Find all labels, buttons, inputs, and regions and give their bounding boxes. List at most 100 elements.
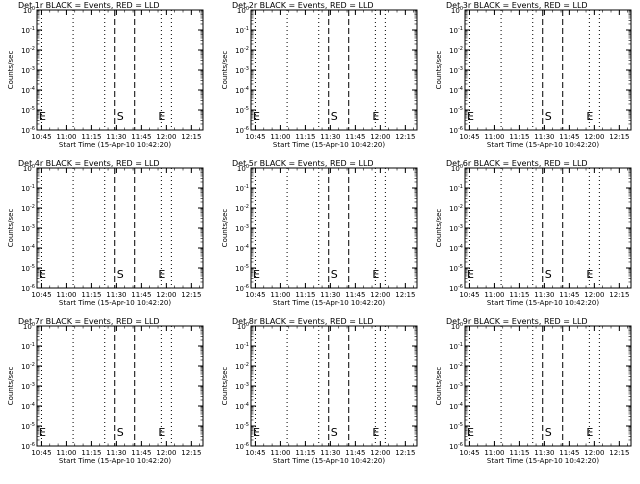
y-tick-label: 10-1 [21,342,35,351]
y-tick-label: 10-3 [21,66,35,75]
x-tick-label: 11:30 [320,291,340,299]
x-tick-label: 12:15 [181,449,201,457]
x-tick-label: 12:00 [584,291,604,299]
x-tick-label: 10:45 [31,133,51,141]
y-tick-label: 10-4 [449,402,463,411]
y-tick-label: 10-4 [449,86,463,95]
y-axis-label: Counts/sec [7,51,15,90]
y-tick-label: 10-2 [449,204,463,213]
y-tick-label: 10-4 [21,244,35,253]
y-tick-label: 10-2 [235,204,249,213]
y-tick-label: 10-3 [235,382,249,391]
y-tick-label: 100 [23,164,35,173]
x-tick-label: 11:30 [106,133,126,141]
event-marker-label: S [331,426,338,439]
y-axis-label: Counts/sec [221,367,229,406]
panel-title: Det 7r BLACK = Events, RED = LLD [18,317,160,326]
y-tick-label: 10-5 [21,106,35,115]
panel-title: Det 2r BLACK = Events, RED = LLD [232,1,374,10]
x-tick-label: 11:15 [509,449,529,457]
x-tick-label: 11:15 [509,133,529,141]
x-tick-label: 11:45 [131,449,151,457]
event-marker-label: E [253,268,260,281]
y-tick-label: 10-1 [449,184,463,193]
x-tick-label: 10:45 [245,133,265,141]
x-tick-label: 12:15 [395,133,415,141]
event-marker-label: E [372,426,379,439]
y-axis-label: Counts/sec [7,367,15,406]
x-tick-label: 12:15 [181,133,201,141]
x-tick-label: 11:00 [56,449,76,457]
y-tick-label: 100 [23,322,35,331]
y-tick-label: 100 [237,322,249,331]
x-axis-label: Start Time (15-Apr-10 10:42:20) [273,299,385,307]
y-tick-label: 10-2 [21,362,35,371]
x-axis-label: Start Time (15-Apr-10 10:42:20) [273,457,385,465]
y-tick-label: 100 [237,164,249,173]
y-tick-label: 10-5 [235,422,249,431]
x-tick-label: 11:00 [484,449,504,457]
x-tick-label: 11:30 [106,291,126,299]
x-tick-label: 11:30 [320,133,340,141]
y-tick-label: 100 [237,6,249,15]
y-tick-label: 10-6 [21,284,35,293]
y-tick-label: 10-1 [449,26,463,35]
x-axis-label: Start Time (15-Apr-10 10:42:20) [487,457,599,465]
y-tick-label: 10-2 [21,46,35,55]
x-axis-label: Start Time (15-Apr-10 10:42:20) [59,141,171,149]
y-tick-label: 10-4 [235,402,249,411]
y-tick-label: 10-5 [235,106,249,115]
x-tick-label: 12:00 [370,449,390,457]
y-tick-label: 10-5 [21,422,35,431]
x-tick-label: 11:30 [534,291,554,299]
y-tick-label: 10-1 [21,26,35,35]
x-tick-label: 12:15 [181,291,201,299]
event-marker-label: E [158,110,165,123]
event-marker-label: S [331,268,338,281]
y-tick-label: 10-3 [21,224,35,233]
y-tick-label: 10-5 [235,264,249,273]
event-marker-label: E [586,268,593,281]
x-tick-label: 11:00 [484,291,504,299]
x-tick-label: 11:45 [345,449,365,457]
x-tick-label: 11:00 [484,133,504,141]
event-marker-label: E [253,110,260,123]
x-tick-label: 11:45 [559,291,579,299]
x-tick-label: 11:00 [56,133,76,141]
x-axis-label: Start Time (15-Apr-10 10:42:20) [487,299,599,307]
event-marker-label: S [545,110,552,123]
x-tick-label: 11:15 [295,291,315,299]
y-tick-label: 10-5 [21,264,35,273]
x-tick-label: 12:15 [609,449,629,457]
x-tick-label: 12:00 [156,449,176,457]
x-tick-label: 11:30 [106,449,126,457]
event-marker-label: E [39,110,46,123]
y-tick-label: 10-2 [449,46,463,55]
event-marker-label: S [331,110,338,123]
x-tick-label: 11:30 [320,449,340,457]
x-tick-label: 11:00 [270,133,290,141]
x-tick-label: 12:00 [156,291,176,299]
x-tick-label: 11:15 [295,449,315,457]
panel-title: Det 1r BLACK = Events, RED = LLD [18,1,160,10]
y-tick-label: 100 [451,322,463,331]
event-marker-label: E [253,426,260,439]
event-marker-label: E [158,426,165,439]
y-tick-label: 10-6 [21,442,35,451]
x-tick-label: 11:00 [56,291,76,299]
y-tick-label: 10-3 [235,224,249,233]
panel-title: Det 4r BLACK = Events, RED = LLD [18,159,160,168]
y-tick-label: 10-2 [449,362,463,371]
y-tick-label: 10-1 [235,342,249,351]
y-tick-label: 10-2 [235,46,249,55]
y-tick-label: 10-6 [235,442,249,451]
panel-title: Det 5r BLACK = Events, RED = LLD [232,159,374,168]
event-marker-label: E [586,426,593,439]
